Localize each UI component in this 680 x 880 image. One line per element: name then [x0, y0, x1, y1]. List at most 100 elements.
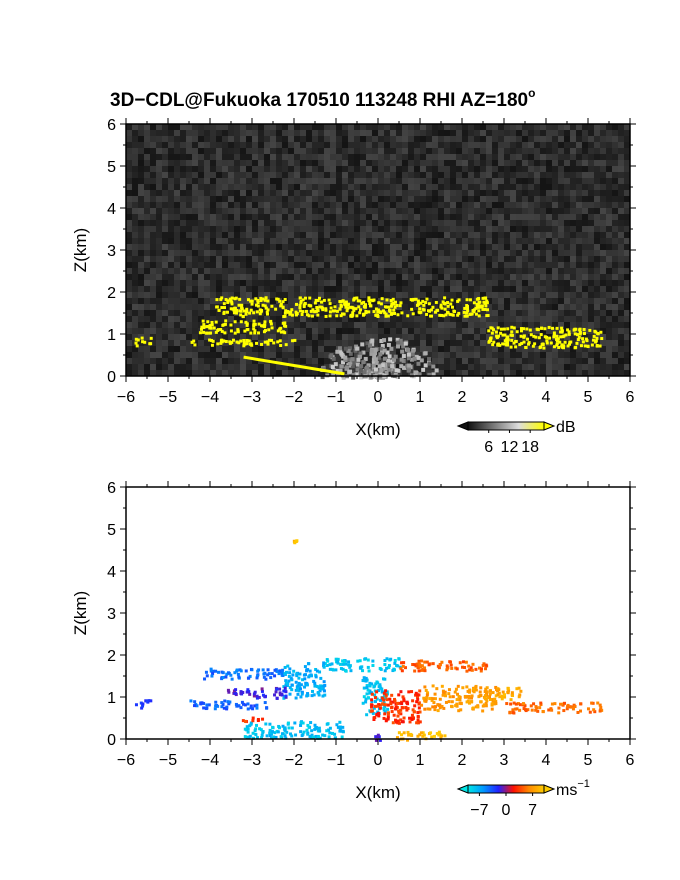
noise-cell — [450, 316, 456, 322]
data-pixel — [313, 684, 317, 688]
noise-cell — [174, 346, 180, 352]
noise-cell — [606, 304, 612, 310]
data-pixel — [273, 693, 277, 697]
noise-cell — [468, 178, 474, 184]
data-pixel — [231, 338, 235, 342]
noise-cell — [594, 358, 600, 364]
noise-cell — [546, 358, 552, 364]
noise-cell — [438, 346, 444, 352]
noise-cell — [546, 154, 552, 160]
noise-cell — [330, 358, 336, 364]
data-pixel — [367, 299, 371, 303]
data-pixel — [461, 665, 465, 669]
noise-cell — [318, 136, 324, 142]
noise-cell — [624, 268, 630, 274]
noise-cell — [498, 208, 504, 214]
noise-cell — [210, 292, 216, 298]
noise-cell — [570, 262, 576, 268]
noise-cell — [252, 268, 258, 274]
noise-cell — [126, 244, 132, 250]
haze-cell — [356, 357, 361, 362]
noise-cell — [378, 298, 384, 304]
noise-cell — [426, 352, 432, 358]
noise-cell — [132, 274, 138, 280]
noise-cell — [522, 304, 528, 310]
noise-cell — [414, 178, 420, 184]
noise-cell — [612, 232, 618, 238]
noise-cell — [474, 244, 480, 250]
noise-cell — [606, 268, 612, 274]
noise-cell — [492, 178, 498, 184]
noise-cell — [192, 238, 198, 244]
noise-cell — [270, 148, 276, 154]
data-pixel — [323, 683, 327, 687]
noise-cell — [462, 322, 468, 328]
noise-cell — [444, 220, 450, 226]
noise-cell — [594, 346, 600, 352]
noise-cell — [330, 136, 336, 142]
noise-cell — [312, 340, 318, 346]
noise-cell — [534, 304, 540, 310]
noise-cell — [150, 244, 156, 250]
noise-cell — [582, 232, 588, 238]
data-pixel — [371, 663, 375, 667]
data-pixel — [290, 313, 294, 317]
noise-cell — [324, 364, 330, 370]
data-pixel — [362, 300, 366, 304]
data-pixel — [278, 669, 282, 673]
noise-cell — [318, 154, 324, 160]
noise-cell — [618, 166, 624, 172]
noise-cell — [126, 238, 132, 244]
data-pixel — [311, 689, 315, 693]
noise-cell — [186, 160, 192, 166]
noise-cell — [618, 364, 624, 370]
data-pixel — [423, 660, 427, 664]
data-pixel — [312, 693, 316, 697]
noise-cell — [336, 142, 342, 148]
noise-cell — [180, 214, 186, 220]
noise-cell — [612, 148, 618, 154]
noise-cell — [366, 220, 372, 226]
noise-cell — [204, 256, 210, 262]
noise-cell — [354, 364, 360, 370]
data-pixel — [333, 305, 337, 309]
noise-cell — [618, 262, 624, 268]
noise-cell — [180, 310, 186, 316]
data-pixel — [464, 660, 468, 664]
noise-cell — [462, 124, 468, 130]
noise-cell — [312, 196, 318, 202]
noise-cell — [378, 148, 384, 154]
noise-cell — [180, 142, 186, 148]
noise-cell — [150, 310, 156, 316]
noise-cell — [420, 322, 426, 328]
noise-cell — [618, 292, 624, 298]
noise-cell — [150, 334, 156, 340]
haze-cell — [376, 355, 381, 360]
data-pixel — [499, 331, 503, 335]
noise-cell — [396, 226, 402, 232]
noise-cell — [378, 250, 384, 256]
noise-cell — [606, 184, 612, 190]
noise-cell — [378, 262, 384, 268]
noise-cell — [540, 334, 546, 340]
noise-cell — [204, 292, 210, 298]
noise-cell — [612, 166, 618, 172]
noise-cell — [582, 328, 588, 334]
noise-cell — [504, 352, 510, 358]
noise-cell — [348, 148, 354, 154]
noise-cell — [246, 352, 252, 358]
noise-cell — [282, 214, 288, 220]
data-pixel — [443, 307, 447, 311]
data-pixel — [482, 662, 486, 666]
noise-cell — [624, 304, 630, 310]
noise-cell — [282, 160, 288, 166]
noise-cell — [414, 280, 420, 286]
noise-cell — [198, 340, 204, 346]
noise-cell — [546, 202, 552, 208]
noise-cell — [510, 364, 516, 370]
data-pixel — [457, 311, 461, 315]
noise-cell — [564, 256, 570, 262]
noise-cell — [372, 322, 378, 328]
noise-cell — [318, 250, 324, 256]
